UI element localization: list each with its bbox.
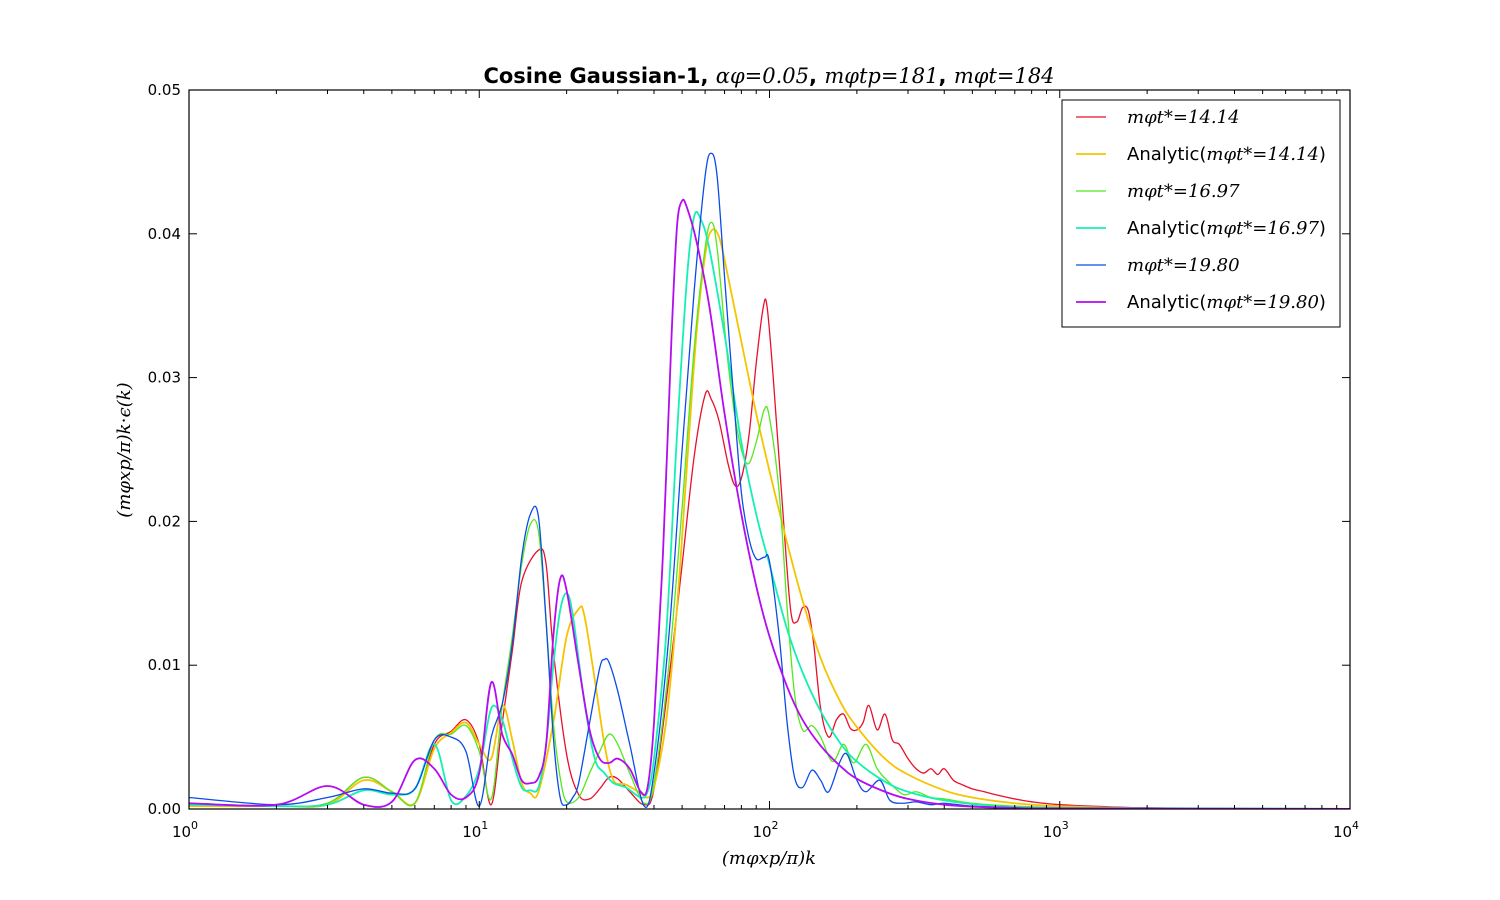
x-tick-label: 102: [752, 819, 778, 841]
title-param-alpha: αφ=0.05: [716, 64, 809, 88]
x-tick-label: 101: [462, 819, 488, 841]
x-axis-label: (mφxp/π)k: [722, 848, 816, 869]
y-tick-label: 0.00: [148, 800, 181, 818]
legend-label-5: mφt*=19.80: [1127, 255, 1240, 276]
series-line-2: [189, 228, 1350, 809]
y-tick-label: 0.02: [148, 512, 181, 530]
series-line-5: [189, 152, 1350, 809]
x-tick-label: 104: [1333, 819, 1359, 841]
series-line-6: [189, 198, 1350, 809]
legend-label-4: Analytic(mφt*=16.97): [1127, 218, 1326, 239]
x-tick-label: 100: [172, 819, 198, 841]
y-axis: 0.00 0.01 0.02 0.03 0.04 0.05: [148, 81, 1350, 818]
legend-label-1: mφt*=14.14: [1127, 107, 1240, 128]
legend-box: [1061, 99, 1341, 328]
legend-label-6: Analytic(mφt*=19.80): [1127, 292, 1326, 313]
legend-label-3: mφt*=16.97: [1127, 181, 1240, 202]
title-prefix: Cosine Gaussian-1,: [483, 64, 708, 88]
y-tick-label: 0.05: [148, 81, 181, 99]
y-tick-label: 0.04: [148, 225, 181, 243]
legend-label-2: Analytic(mφt*=14.14): [1127, 144, 1326, 165]
title-param-t: mφt=184: [954, 64, 1055, 88]
y-tick-label: 0.03: [148, 369, 181, 387]
x-tick-label: 103: [1043, 819, 1069, 841]
title-param-tp: mφtp=181: [824, 64, 938, 88]
legend: mφt*=14.14 Analytic(mφt*=14.14) mφt*=16.97…: [1061, 99, 1341, 328]
series-layer: [189, 152, 1350, 809]
series-line-1: [189, 298, 1350, 809]
x-axis: 100 101 102 103 104: [172, 90, 1359, 841]
series-line-3: [189, 221, 1350, 809]
y-tick-label: 0.01: [148, 656, 181, 674]
y-axis-label: (mφxp/π)k⋅ϵ(k): [114, 382, 135, 517]
chart-title: Cosine Gaussian-1, αφ=0.05, mφtp=181, mφ…: [483, 64, 1054, 88]
